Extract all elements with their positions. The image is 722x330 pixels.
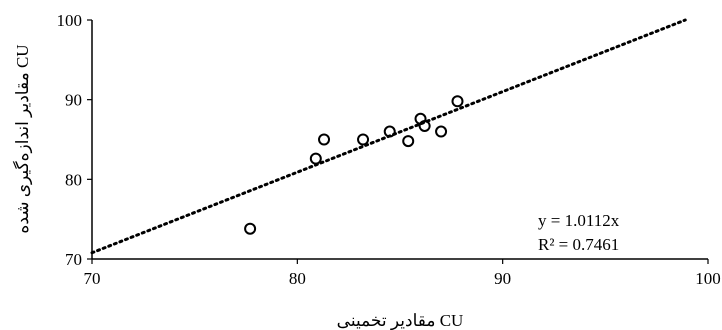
- data-point: [383, 125, 396, 138]
- x-tick-label: 90: [494, 269, 511, 288]
- x-tick-label: 70: [84, 269, 101, 288]
- y-tick-label: 100: [57, 11, 83, 30]
- y-tick-label: 70: [65, 250, 82, 269]
- x-tick-label: 100: [695, 269, 721, 288]
- data-point: [451, 95, 464, 108]
- trendline-equation: y = 1.0112x: [538, 211, 620, 230]
- data-point: [418, 119, 431, 132]
- data-point: [318, 133, 331, 146]
- data-points: [244, 95, 464, 235]
- r-squared-label: R² = 0.7461: [538, 235, 619, 254]
- y-tick-label: 80: [65, 170, 82, 189]
- ticks: 70 80 90 100 70 80 90 100: [57, 11, 721, 288]
- data-point: [357, 133, 370, 146]
- x-tick-label: 80: [289, 269, 306, 288]
- data-point: [309, 152, 322, 165]
- y-tick-label: 90: [65, 91, 82, 110]
- data-point: [244, 222, 257, 235]
- x-axis-title: مقادیر تخمینی CU: [337, 311, 464, 330]
- y-axis-title: مقادیر اندازه‌گیری شده CU: [12, 44, 33, 233]
- axes: [91, 20, 708, 260]
- data-point: [435, 125, 448, 138]
- data-point: [402, 135, 415, 148]
